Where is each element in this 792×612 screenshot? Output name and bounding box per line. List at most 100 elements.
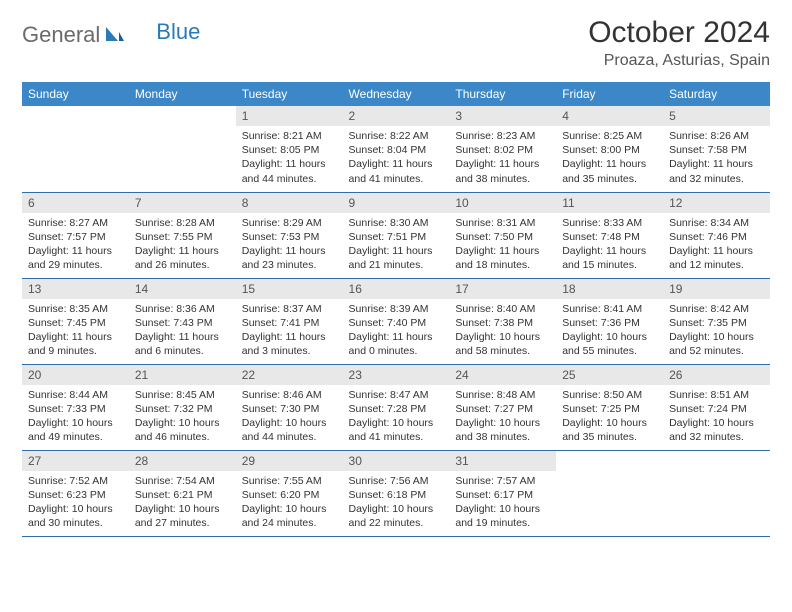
calendar-cell: 18Sunrise: 8:41 AMSunset: 7:36 PMDayligh… bbox=[556, 278, 663, 364]
daylight-text: Daylight: 10 hours and 38 minutes. bbox=[455, 416, 550, 444]
calendar-cell: 31Sunrise: 7:57 AMSunset: 6:17 PMDayligh… bbox=[449, 450, 556, 536]
sunset-text: Sunset: 8:05 PM bbox=[242, 143, 337, 157]
calendar-cell: 14Sunrise: 8:36 AMSunset: 7:43 PMDayligh… bbox=[129, 278, 236, 364]
day-details: Sunrise: 8:41 AMSunset: 7:36 PMDaylight:… bbox=[556, 299, 663, 364]
day-details: Sunrise: 8:51 AMSunset: 7:24 PMDaylight:… bbox=[663, 385, 770, 450]
sunset-text: Sunset: 6:21 PM bbox=[135, 488, 230, 502]
weekday-header-row: SundayMondayTuesdayWednesdayThursdayFrid… bbox=[22, 82, 770, 106]
daylight-text: Daylight: 11 hours and 3 minutes. bbox=[242, 330, 337, 358]
logo-text-general: General bbox=[22, 22, 100, 48]
day-details: Sunrise: 8:27 AMSunset: 7:57 PMDaylight:… bbox=[22, 213, 129, 278]
daylight-text: Daylight: 11 hours and 12 minutes. bbox=[669, 244, 764, 272]
weekday-header: Saturday bbox=[663, 82, 770, 106]
day-details: Sunrise: 8:25 AMSunset: 8:00 PMDaylight:… bbox=[556, 126, 663, 191]
calendar-body: ....1Sunrise: 8:21 AMSunset: 8:05 PMDayl… bbox=[22, 106, 770, 536]
sunset-text: Sunset: 7:46 PM bbox=[669, 230, 764, 244]
daylight-text: Daylight: 11 hours and 6 minutes. bbox=[135, 330, 230, 358]
calendar-cell: 25Sunrise: 8:50 AMSunset: 7:25 PMDayligh… bbox=[556, 364, 663, 450]
calendar-cell: .. bbox=[22, 106, 129, 192]
sunset-text: Sunset: 7:57 PM bbox=[28, 230, 123, 244]
day-details: Sunrise: 8:28 AMSunset: 7:55 PMDaylight:… bbox=[129, 213, 236, 278]
day-details: Sunrise: 8:31 AMSunset: 7:50 PMDaylight:… bbox=[449, 213, 556, 278]
logo-text-blue: Blue bbox=[156, 19, 200, 45]
sunrise-text: Sunrise: 7:55 AM bbox=[242, 474, 337, 488]
day-number: 27 bbox=[22, 451, 129, 471]
day-number: 16 bbox=[343, 279, 450, 299]
calendar-cell: 28Sunrise: 7:54 AMSunset: 6:21 PMDayligh… bbox=[129, 450, 236, 536]
daylight-text: Daylight: 10 hours and 32 minutes. bbox=[669, 416, 764, 444]
daylight-text: Daylight: 10 hours and 24 minutes. bbox=[242, 502, 337, 530]
sunset-text: Sunset: 7:32 PM bbox=[135, 402, 230, 416]
daylight-text: Daylight: 11 hours and 35 minutes. bbox=[562, 157, 657, 185]
calendar-cell: 13Sunrise: 8:35 AMSunset: 7:45 PMDayligh… bbox=[22, 278, 129, 364]
calendar-week-row: 20Sunrise: 8:44 AMSunset: 7:33 PMDayligh… bbox=[22, 364, 770, 450]
calendar-cell: .. bbox=[129, 106, 236, 192]
day-number: 19 bbox=[663, 279, 770, 299]
sunrise-text: Sunrise: 8:29 AM bbox=[242, 216, 337, 230]
calendar-cell: 9Sunrise: 8:30 AMSunset: 7:51 PMDaylight… bbox=[343, 192, 450, 278]
calendar-week-row: ....1Sunrise: 8:21 AMSunset: 8:05 PMDayl… bbox=[22, 106, 770, 192]
calendar-week-row: 6Sunrise: 8:27 AMSunset: 7:57 PMDaylight… bbox=[22, 192, 770, 278]
daylight-text: Daylight: 11 hours and 23 minutes. bbox=[242, 244, 337, 272]
logo-sail-icon bbox=[104, 25, 124, 48]
sunset-text: Sunset: 7:58 PM bbox=[669, 143, 764, 157]
sunrise-text: Sunrise: 8:40 AM bbox=[455, 302, 550, 316]
daylight-text: Daylight: 11 hours and 0 minutes. bbox=[349, 330, 444, 358]
sunset-text: Sunset: 8:00 PM bbox=[562, 143, 657, 157]
day-details: Sunrise: 7:55 AMSunset: 6:20 PMDaylight:… bbox=[236, 471, 343, 536]
calendar-cell: 27Sunrise: 7:52 AMSunset: 6:23 PMDayligh… bbox=[22, 450, 129, 536]
day-number: 20 bbox=[22, 365, 129, 385]
sunrise-text: Sunrise: 8:27 AM bbox=[28, 216, 123, 230]
sunrise-text: Sunrise: 8:41 AM bbox=[562, 302, 657, 316]
daylight-text: Daylight: 11 hours and 32 minutes. bbox=[669, 157, 764, 185]
sunset-text: Sunset: 6:23 PM bbox=[28, 488, 123, 502]
calendar-cell: 5Sunrise: 8:26 AMSunset: 7:58 PMDaylight… bbox=[663, 106, 770, 192]
day-details: Sunrise: 7:52 AMSunset: 6:23 PMDaylight:… bbox=[22, 471, 129, 536]
day-number: 3 bbox=[449, 106, 556, 126]
sunset-text: Sunset: 8:04 PM bbox=[349, 143, 444, 157]
day-number: 14 bbox=[129, 279, 236, 299]
daylight-text: Daylight: 10 hours and 49 minutes. bbox=[28, 416, 123, 444]
sunrise-text: Sunrise: 7:57 AM bbox=[455, 474, 550, 488]
calendar-cell: 2Sunrise: 8:22 AMSunset: 8:04 PMDaylight… bbox=[343, 106, 450, 192]
sunrise-text: Sunrise: 8:23 AM bbox=[455, 129, 550, 143]
day-number: 25 bbox=[556, 365, 663, 385]
sunrise-text: Sunrise: 8:21 AM bbox=[242, 129, 337, 143]
day-details: Sunrise: 8:46 AMSunset: 7:30 PMDaylight:… bbox=[236, 385, 343, 450]
day-number: 17 bbox=[449, 279, 556, 299]
calendar-cell: 21Sunrise: 8:45 AMSunset: 7:32 PMDayligh… bbox=[129, 364, 236, 450]
day-number: 30 bbox=[343, 451, 450, 471]
calendar-cell: 30Sunrise: 7:56 AMSunset: 6:18 PMDayligh… bbox=[343, 450, 450, 536]
sunrise-text: Sunrise: 8:44 AM bbox=[28, 388, 123, 402]
sunrise-text: Sunrise: 8:50 AM bbox=[562, 388, 657, 402]
calendar-cell: 20Sunrise: 8:44 AMSunset: 7:33 PMDayligh… bbox=[22, 364, 129, 450]
calendar-cell: 24Sunrise: 8:48 AMSunset: 7:27 PMDayligh… bbox=[449, 364, 556, 450]
sunset-text: Sunset: 7:48 PM bbox=[562, 230, 657, 244]
day-details: Sunrise: 8:29 AMSunset: 7:53 PMDaylight:… bbox=[236, 213, 343, 278]
sunset-text: Sunset: 7:25 PM bbox=[562, 402, 657, 416]
sunrise-text: Sunrise: 8:28 AM bbox=[135, 216, 230, 230]
day-number: 26 bbox=[663, 365, 770, 385]
sunrise-text: Sunrise: 8:30 AM bbox=[349, 216, 444, 230]
weekday-header: Tuesday bbox=[236, 82, 343, 106]
day-number: 1 bbox=[236, 106, 343, 126]
daylight-text: Daylight: 11 hours and 44 minutes. bbox=[242, 157, 337, 185]
title-block: October 2024 Proaza, Asturias, Spain bbox=[588, 16, 770, 70]
sunset-text: Sunset: 7:50 PM bbox=[455, 230, 550, 244]
calendar-cell: .. bbox=[556, 450, 663, 536]
sunset-text: Sunset: 7:28 PM bbox=[349, 402, 444, 416]
sunset-text: Sunset: 7:30 PM bbox=[242, 402, 337, 416]
calendar-cell: 7Sunrise: 8:28 AMSunset: 7:55 PMDaylight… bbox=[129, 192, 236, 278]
sunset-text: Sunset: 7:27 PM bbox=[455, 402, 550, 416]
day-details: Sunrise: 8:35 AMSunset: 7:45 PMDaylight:… bbox=[22, 299, 129, 364]
sunset-text: Sunset: 7:45 PM bbox=[28, 316, 123, 330]
calendar-cell: 12Sunrise: 8:34 AMSunset: 7:46 PMDayligh… bbox=[663, 192, 770, 278]
day-number: 9 bbox=[343, 193, 450, 213]
sunset-text: Sunset: 6:20 PM bbox=[242, 488, 337, 502]
sunset-text: Sunset: 7:51 PM bbox=[349, 230, 444, 244]
day-details: Sunrise: 8:42 AMSunset: 7:35 PMDaylight:… bbox=[663, 299, 770, 364]
sunset-text: Sunset: 7:24 PM bbox=[669, 402, 764, 416]
calendar-cell: 22Sunrise: 8:46 AMSunset: 7:30 PMDayligh… bbox=[236, 364, 343, 450]
day-details: Sunrise: 8:37 AMSunset: 7:41 PMDaylight:… bbox=[236, 299, 343, 364]
day-details: Sunrise: 8:26 AMSunset: 7:58 PMDaylight:… bbox=[663, 126, 770, 191]
